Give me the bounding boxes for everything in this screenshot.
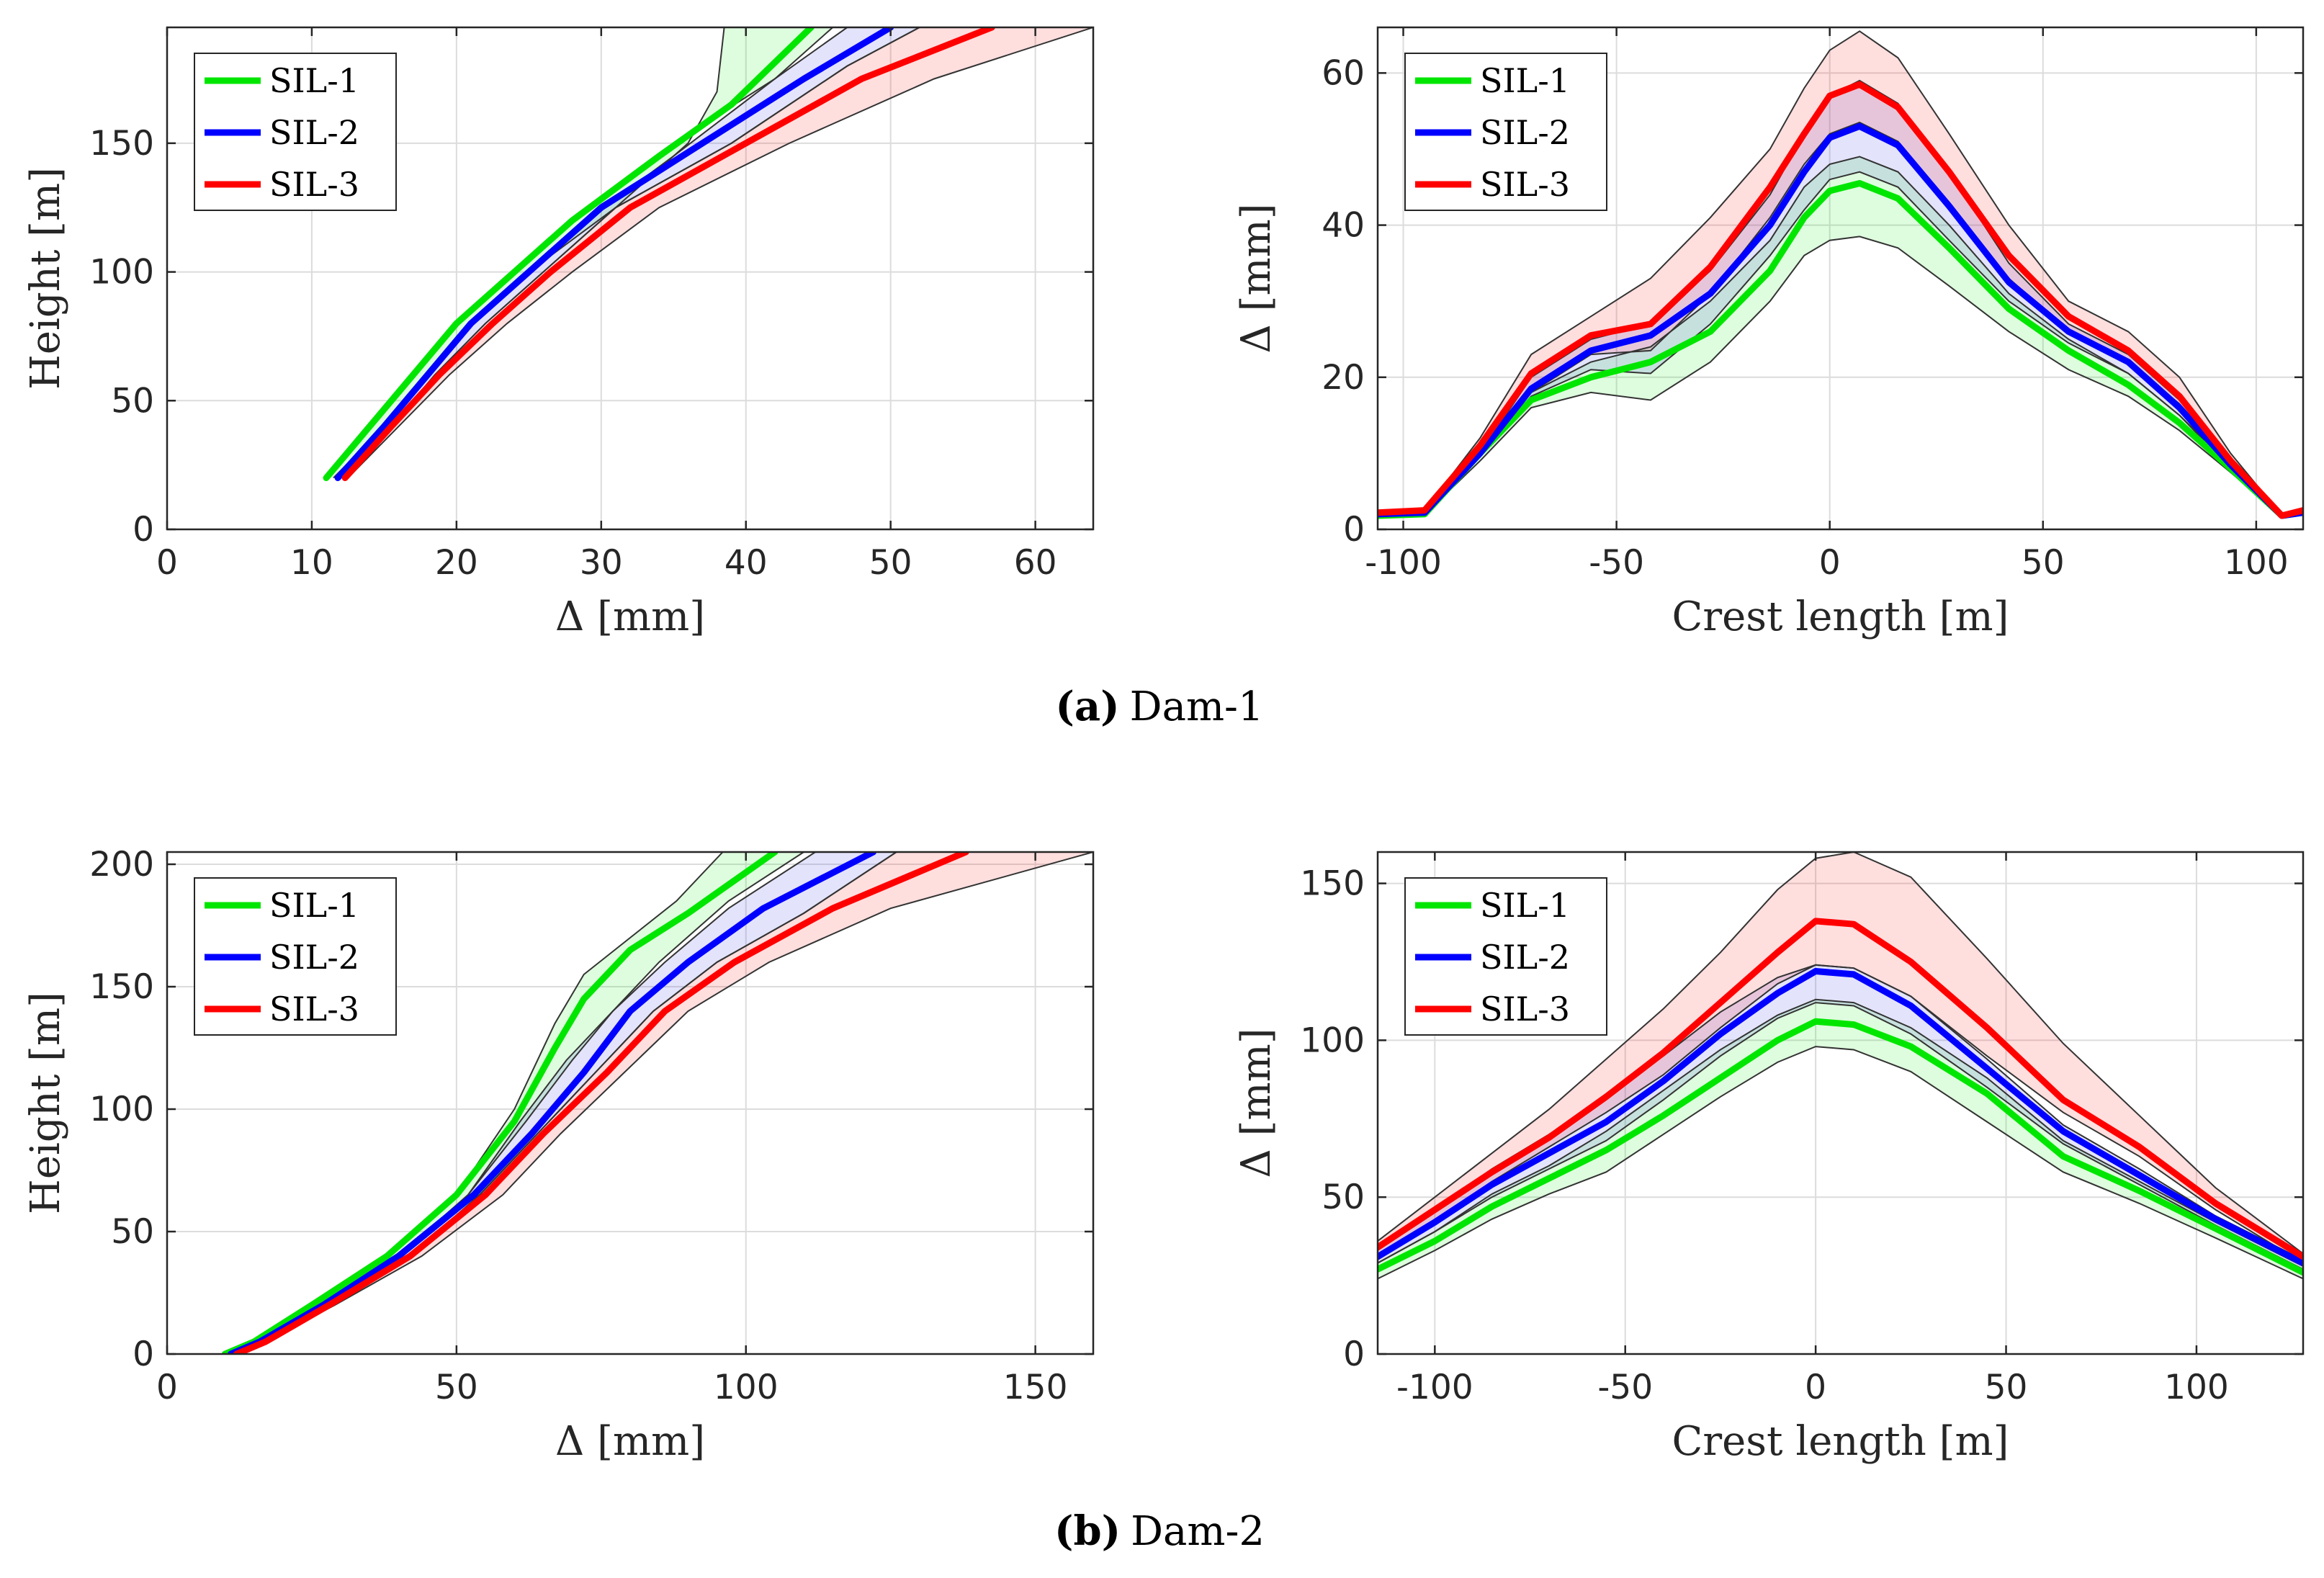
panel-dam1-height-profile: 0 10 20 30 40 50 60 0 50 100 150 Δ [mm] Height [m] SI… <box>22 26 1095 640</box>
caption-dam2-label: (b) <box>1054 1507 1121 1555</box>
x-axis-label: Δ [mm] <box>555 1418 705 1465</box>
y-tick-label: 0 <box>1343 510 1365 550</box>
legend-label-sil-2: SIL-2 <box>1480 938 1570 977</box>
x-tick-label: 0 <box>156 1368 178 1407</box>
caption-dam1-text: Dam-1 <box>1130 683 1264 730</box>
band-edge-lower-sil-1 <box>1378 236 2303 517</box>
y-tick-label: 100 <box>89 253 154 292</box>
y-tick-label: 100 <box>1300 1021 1365 1060</box>
series-line-sil-3 <box>341 27 995 482</box>
y-axis-label: Δ [mm] <box>1233 1028 1280 1178</box>
x-tick-label: 100 <box>714 1368 779 1407</box>
x-tick-label: -50 <box>1597 1368 1653 1407</box>
series-line-sil-2 <box>1378 122 2303 519</box>
legend-label-sil-2: SIL-2 <box>1480 113 1570 152</box>
y-tick-label: 50 <box>1322 1178 1365 1217</box>
y-tick-label: 50 <box>111 381 154 421</box>
x-tick-label: -50 <box>1589 543 1644 583</box>
band-sil-2 <box>230 852 897 1354</box>
series-line-sil-1 <box>221 852 779 1354</box>
series-line-sil-3 <box>1378 81 2303 519</box>
legend-label-sil-2: SIL-2 <box>269 113 359 152</box>
x-tick-label: 30 <box>580 543 623 583</box>
y-tick-label: 0 <box>133 510 154 550</box>
x-tick-label: 100 <box>2164 1368 2229 1407</box>
axes-box <box>1376 26 2305 531</box>
series-line-sil-2 <box>334 27 894 482</box>
series-line-sil-2 <box>1378 968 2303 1267</box>
y-tick-label: 20 <box>1322 358 1365 398</box>
legend-label-sil-3: SIL-3 <box>269 990 359 1028</box>
y-tick-label: 50 <box>111 1212 154 1252</box>
x-tick-label: 150 <box>1003 1368 1068 1407</box>
x-axis-label: Crest length [m] <box>1672 593 2009 640</box>
x-axis-label: Crest length [m] <box>1672 1418 2009 1465</box>
y-axis-label: Height [m] <box>22 167 69 390</box>
band-edge-lower-sil-3 <box>1378 964 2303 1264</box>
legend-label-sil-1: SIL-1 <box>1480 61 1570 100</box>
x-tick-label: 60 <box>1014 543 1057 583</box>
x-tick-label: 50 <box>1985 1368 2028 1407</box>
band-edge-lower-sil-1 <box>1378 1046 2303 1280</box>
y-tick-label: 60 <box>1322 53 1365 93</box>
panel-dam1-crest-profile: -100 -50 0 50 100 0 20 40 60 Crest length [m] Δ [m… <box>1233 26 2305 640</box>
x-tick-label: 0 <box>156 543 178 583</box>
x-tick-label: 10 <box>290 543 333 583</box>
x-tick-label: 0 <box>1805 1368 1826 1407</box>
y-tick-label: 0 <box>1343 1335 1365 1374</box>
panel-dam2-height-profile: 0 50 100 150 0 50 100 150 200 Δ [mm] Height [m] SIL… <box>22 845 1095 1465</box>
caption-dam1: (a) Dam-1 <box>1055 683 1263 730</box>
x-tick-label: 50 <box>435 1368 478 1407</box>
band-sil-1 <box>1378 156 2303 516</box>
band-edge-upper-sil-3 <box>1378 852 2303 1255</box>
x-tick-label: 50 <box>2022 543 2065 583</box>
y-axis-label: Δ [mm] <box>1233 203 1280 353</box>
x-tick-label: -100 <box>1365 543 1442 583</box>
y-tick-label: 40 <box>1322 206 1365 246</box>
y-tick-label: 100 <box>89 1090 154 1129</box>
legend-label-sil-3: SIL-3 <box>269 165 359 204</box>
legend-label-sil-1: SIL-1 <box>1480 886 1570 925</box>
y-tick-label: 150 <box>89 124 154 163</box>
band-edge-lower-sil-2 <box>1378 1002 2303 1270</box>
axes-box <box>166 851 1095 1355</box>
x-tick-label: 100 <box>2224 543 2289 583</box>
x-axis-label: Δ [mm] <box>555 593 705 640</box>
axes-box <box>166 26 1095 531</box>
axes-box <box>1376 851 2305 1355</box>
y-tick-label: 200 <box>89 845 154 884</box>
series-line-sil-3 <box>1378 918 2303 1260</box>
x-tick-label: 0 <box>1819 543 1841 583</box>
caption-dam2: (b) Dam-2 <box>1054 1507 1265 1555</box>
band-edge-upper-sil-1 <box>1378 998 2303 1267</box>
legend-label-sil-1: SIL-1 <box>269 61 359 100</box>
y-tick-label: 0 <box>133 1335 154 1374</box>
band-edge-upper-sil-3 <box>1378 30 2303 517</box>
legend-label-sil-1: SIL-1 <box>269 886 359 925</box>
y-tick-label: 150 <box>89 967 154 1007</box>
panel-dam2-crest-profile: -100 -50 0 50 100 0 50 100 150 Crest length [m] Δ … <box>1233 851 2305 1465</box>
band-sil-3 <box>236 852 1093 1354</box>
series-line-sil-1 <box>1378 1018 2303 1276</box>
caption-dam2-text: Dam-2 <box>1131 1508 1265 1555</box>
y-axis-label: Height [m] <box>22 992 69 1214</box>
band-sil-2 <box>1378 80 2303 516</box>
band-edge-lower-sil-2 <box>1378 171 2303 517</box>
series-line-sil-3 <box>233 852 969 1354</box>
band-sil-3 <box>1378 31 2303 516</box>
legend-label-sil-3: SIL-3 <box>1480 165 1570 204</box>
series-line-sil-1 <box>323 27 815 482</box>
legend-label-sil-2: SIL-2 <box>269 938 359 977</box>
x-tick-label: -100 <box>1396 1368 1473 1407</box>
x-tick-label: 50 <box>869 543 912 583</box>
caption-dam1-label: (a) <box>1055 683 1119 730</box>
x-tick-label: 40 <box>724 543 768 583</box>
band-sil-3 <box>1378 852 2303 1263</box>
x-tick-label: 20 <box>435 543 478 583</box>
series-line-sil-1 <box>1378 179 2303 519</box>
y-tick-label: 150 <box>1300 864 1365 904</box>
band-edge-lower-sil-3 <box>347 27 1093 479</box>
legend-label-sil-3: SIL-3 <box>1480 990 1570 1028</box>
